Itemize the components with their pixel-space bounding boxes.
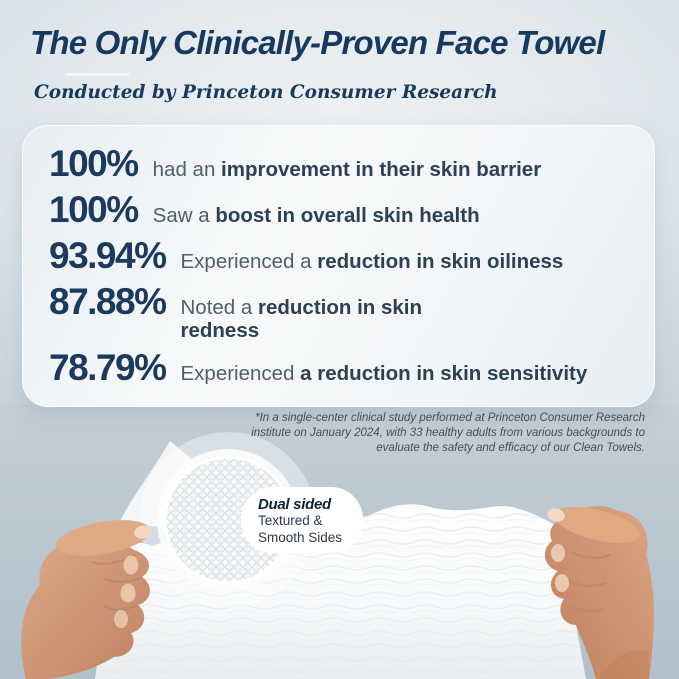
stat-row-skin-sensitivity: 78.79% Experienced a reduction in skin s… [49, 348, 628, 388]
stat-description: Experienced a reduction in skin oiliness [181, 250, 564, 273]
stat-bold-text: improvement in their skin barrier [221, 158, 542, 181]
stat-description: Noted a reduction in skin redness [181, 296, 453, 342]
stat-bold-text: boost in overall skin health [215, 204, 480, 227]
stat-prefix: had an [152, 158, 222, 181]
stat-row-skin-barrier: 100% had an improvement in their skin ba… [49, 144, 628, 184]
header: The Only Clinically-Proven Face Towel Co… [30, 24, 605, 103]
stat-value: 93.94% [49, 235, 167, 276]
stat-description: Saw a boost in overall skin health [153, 204, 480, 227]
stat-row-skin-health: 100% Saw a boost in overall skin health [49, 190, 628, 230]
stat-prefix: Experienced a [180, 250, 318, 273]
stat-prefix: Noted a [180, 296, 258, 319]
stat-row-skin-oiliness: 93.94% Experienced a reduction in skin o… [49, 236, 628, 276]
stat-description: had an improvement in their skin barrier [153, 158, 542, 181]
texture-magnifier [140, 432, 316, 608]
towel-photo [0, 405, 679, 679]
right-hand [544, 505, 654, 679]
callout-title: Dual sided [258, 496, 331, 513]
left-thumb-nail [134, 525, 152, 539]
stat-value: 78.79% [49, 347, 167, 388]
left-hand [21, 520, 152, 679]
right-index-finger [554, 506, 640, 544]
stat-row-skin-redness: 87.88% Noted a reduction in skin redness [49, 281, 628, 343]
footnote-line: evaluate the safety and efficacy of our … [376, 442, 645, 454]
stat-prefix: Experienced [180, 362, 301, 385]
left-thumb [55, 520, 151, 556]
right-finger-nail [547, 508, 565, 522]
stat-bold-text: reduction in skin oiliness [317, 250, 564, 273]
subtitle: Conducted by Princeton Consumer Research [34, 82, 498, 103]
dual-sided-callout: Dual sided Textured & Smooth Sides [241, 487, 363, 553]
page-title: The Only Clinically-Proven Face Towel [30, 24, 605, 61]
callout-line: Smooth Sides [258, 529, 343, 545]
stat-prefix: Saw a [152, 204, 216, 227]
callout-line: Textured & [258, 513, 323, 528]
stat-bold-text: reduction in skin redness [180, 296, 423, 342]
stat-bold-text: a reduction in skin sensitivity [300, 362, 588, 385]
stats-card: 100% had an improvement in their skin ba… [22, 125, 655, 407]
footnote-line: *In a single-center clinical study perfo… [255, 412, 645, 424]
stat-value: 100% [49, 143, 139, 184]
title-underline [66, 73, 130, 76]
footnote-line: institute on January 2024, with 33 healt… [251, 427, 645, 439]
stat-value: 100% [49, 189, 139, 230]
stat-description: Experienced a reduction in skin sensitiv… [181, 362, 588, 385]
footnote: *In a single-center clinical study perfo… [251, 411, 645, 456]
stat-value: 87.88% [49, 281, 167, 322]
